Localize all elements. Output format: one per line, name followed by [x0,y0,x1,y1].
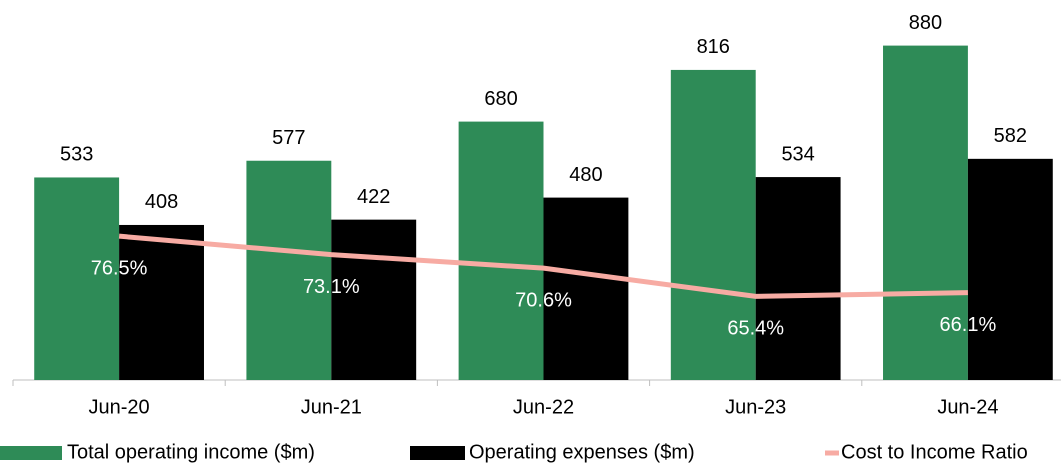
data-label: 408 [145,191,178,213]
legend-label: Total operating income ($m) [67,441,315,463]
x-tick-label: Jun-23 [725,396,786,418]
bar [755,177,841,380]
legend-label: Cost to Income Ratio [841,441,1028,463]
data-label: 480 [569,164,602,186]
data-label: 816 [697,36,730,58]
legend-swatch [0,446,62,460]
data-label: 880 [909,12,942,34]
legend-label: Operating expenses ($m) [469,441,695,463]
bar [331,219,417,380]
x-tick-label: Jun-24 [937,396,998,418]
bar [34,177,120,380]
bar [458,121,544,380]
line-label: 73.1% [303,276,360,298]
bar [670,69,756,381]
bar [967,158,1053,380]
x-tick-label: Jun-22 [513,396,574,418]
bar [119,224,204,380]
data-label: 422 [357,186,390,208]
data-label: 534 [781,143,814,165]
bar [246,160,332,380]
data-label: 680 [484,88,517,110]
data-label: 577 [272,127,305,149]
data-label: 582 [994,125,1027,147]
line-label: 65.4% [727,318,784,340]
line-label: 66.1% [940,314,997,336]
bar [543,197,629,380]
x-tick-label: Jun-20 [89,396,150,418]
data-label: 533 [60,144,93,166]
line-label: 70.6% [515,289,572,311]
line-label: 76.5% [91,257,148,279]
line [118,233,968,299]
legend-swatch [410,446,465,460]
x-tick-label: Jun-21 [301,396,362,418]
bar [883,45,968,380]
